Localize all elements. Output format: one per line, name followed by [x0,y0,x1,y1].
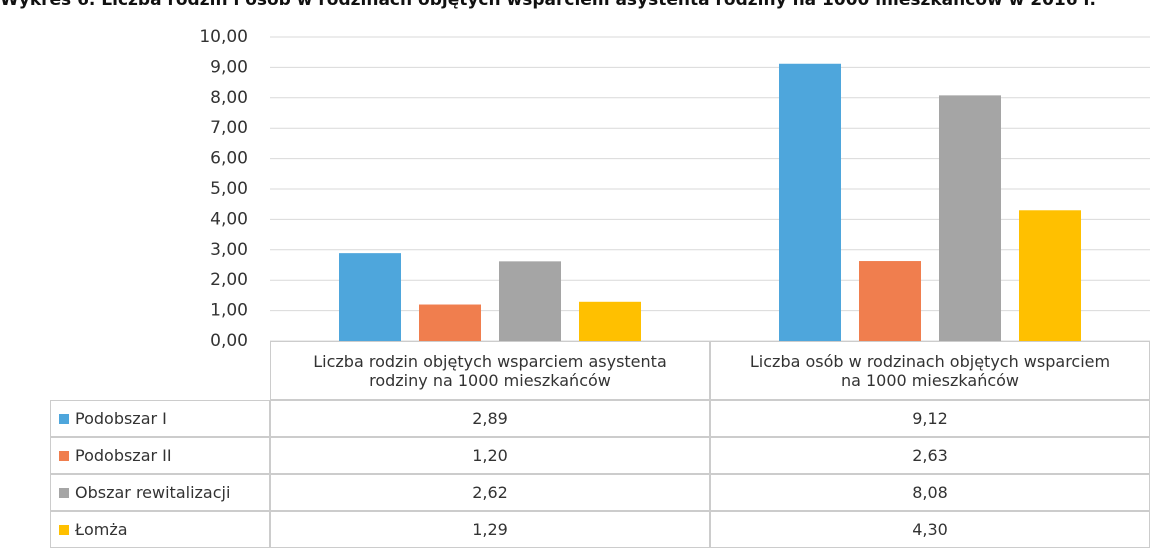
category-header: Liczba rodzin objętych wsparciem asysten… [270,341,710,400]
chart-title: Wykres 6. Liczba rodzin i osób w rodzina… [0,0,1096,10]
legend-cell: Podobszar II [50,437,270,474]
y-tick-label: 9,00 [210,57,248,77]
y-tick-label: 0,00 [210,331,248,351]
bar [419,304,481,341]
value-cell: 8,08 [710,474,1150,511]
legend-cell: Podobszar I [50,400,270,437]
y-tick-label: 5,00 [210,179,248,199]
value-cell-text: 2,89 [472,409,508,428]
value-cell-text: 2,63 [912,446,948,465]
value-cell: 2,63 [710,437,1150,474]
value-cell-text: 4,30 [912,520,948,539]
bar [339,253,401,341]
y-tick-label: 6,00 [210,149,248,169]
value-cell: 1,20 [270,437,710,474]
value-cell: 9,12 [710,400,1150,437]
legend-label: Obszar rewitalizacji [75,483,231,502]
bar [939,95,1001,341]
bar [779,63,841,341]
y-tick-label: 10,00 [199,27,248,47]
legend-key [59,450,69,461]
bar [859,261,921,341]
category-header-text: Liczba osób w rodzinach objętych wsparci… [749,351,1111,390]
value-cell-text: 2,62 [472,483,508,502]
bar [579,301,641,341]
value-cell: 4,30 [710,511,1150,548]
bar [1019,210,1081,341]
legend-cell: Obszar rewitalizacji [50,474,270,511]
value-cell-text: 1,29 [472,520,508,539]
category-header-text: Liczba rodzin objętych wsparciem asysten… [313,351,667,390]
value-cell-text: 1,20 [472,446,508,465]
value-cell-text: 9,12 [912,409,948,428]
legend-key [59,413,69,424]
value-cell: 2,62 [270,474,710,511]
legend-key [59,487,69,498]
legend-key [59,524,69,535]
value-cell: 2,89 [270,400,710,437]
legend-label: Podobszar II [75,446,172,465]
legend-label: Łomża [75,520,128,539]
bar [499,261,561,341]
legend-cell: Łomża [50,511,270,548]
value-cell: 1,29 [270,511,710,548]
y-tick-label: 8,00 [210,88,248,108]
y-tick-label: 2,00 [210,270,248,290]
legend-label: Podobszar I [75,409,167,428]
value-cell-text: 8,08 [912,483,948,502]
category-header: Liczba osób w rodzinach objętych wsparci… [710,341,1150,400]
y-tick-label: 1,00 [210,301,248,321]
y-tick-label: 3,00 [210,240,248,260]
y-tick-label: 7,00 [210,118,248,138]
y-tick-label: 4,00 [210,209,248,229]
